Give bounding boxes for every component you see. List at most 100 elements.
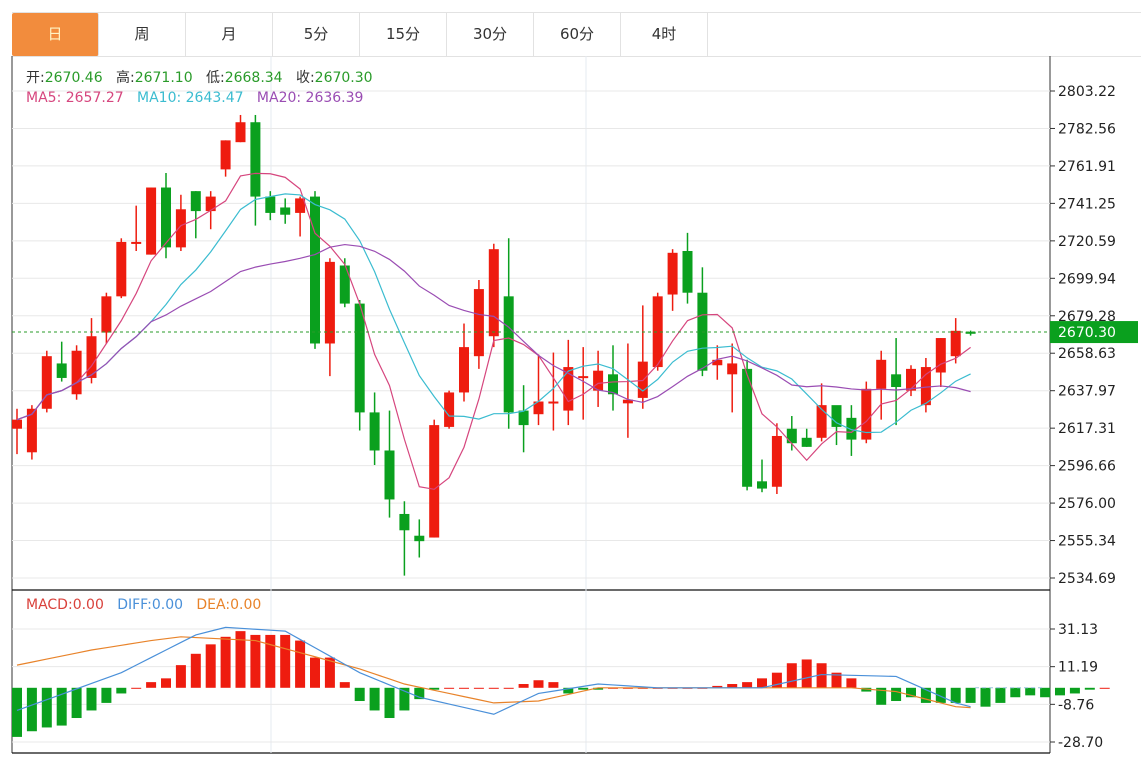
- price-axis-label: 2782.56: [1058, 121, 1116, 137]
- macd-bar: [131, 687, 142, 689]
- macd-bar: [1055, 687, 1065, 696]
- macd-bar: [459, 687, 469, 689]
- low-label: 低:: [205, 70, 225, 86]
- candle-body: [950, 330, 961, 357]
- price-axis-label: 2741.25: [1058, 196, 1116, 212]
- candle-body: [101, 296, 112, 333]
- diff-line: [16, 626, 971, 715]
- macd-bar: [816, 663, 827, 688]
- close-label: 收:: [295, 70, 315, 86]
- candle-body: [444, 392, 455, 427]
- candle-body: [727, 363, 738, 375]
- candle-body: [876, 359, 887, 389]
- candle-body: [116, 241, 127, 297]
- macd-bar: [384, 687, 395, 719]
- macd-bar: [920, 687, 931, 703]
- macd-bar: [846, 678, 857, 688]
- macd-bar: [324, 657, 335, 688]
- tab-60min[interactable]: 60分: [534, 13, 621, 56]
- candle-body: [354, 303, 365, 413]
- candle-body: [608, 374, 618, 395]
- macd-legend: MACD:0.00 DIFF:0.00 DEA:0.00: [26, 597, 261, 613]
- candle-body: [578, 376, 589, 379]
- price-axis-label: 2658.63: [1058, 346, 1116, 362]
- macd-bar: [757, 678, 767, 688]
- high-label: 高:: [115, 70, 135, 86]
- macd-bar: [310, 657, 320, 688]
- candle-body: [593, 370, 604, 391]
- macd-bar: [876, 687, 887, 705]
- macd-bar: [891, 687, 902, 702]
- tab-15min[interactable]: 15分: [360, 13, 447, 56]
- macd-bar: [1025, 687, 1036, 696]
- ma10-line: [16, 193, 971, 434]
- macd-bar: [12, 687, 22, 737]
- candle-body: [429, 425, 440, 538]
- price-axis-label: 2679.28: [1058, 309, 1116, 325]
- macd-bar: [742, 682, 753, 688]
- macd-bar: [56, 687, 67, 726]
- candle-body: [459, 347, 469, 393]
- ma5-label: MA5:: [26, 90, 62, 106]
- tab-month[interactable]: 月: [186, 13, 273, 56]
- candle-body: [518, 410, 529, 426]
- dea-line: [16, 636, 971, 709]
- price-axis-label: 2555.34: [1058, 534, 1116, 550]
- candle-body: [265, 196, 276, 213]
- price-axis-label: 2699.94: [1058, 271, 1116, 287]
- macd-bar: [488, 687, 499, 689]
- macd-bar: [295, 640, 306, 688]
- tab-day[interactable]: 日: [12, 13, 99, 56]
- macd-bar: [41, 687, 52, 728]
- macd-axis-label: -28.70: [1058, 735, 1103, 751]
- candle-body: [295, 198, 306, 213]
- ma20-line: [16, 243, 971, 421]
- candle-body: [41, 356, 52, 409]
- macd-bar: [503, 687, 514, 689]
- candle-body: [533, 401, 544, 415]
- macd-bar: [161, 678, 171, 688]
- price-axis-label: 2617.31: [1058, 421, 1116, 437]
- macd-bar: [429, 687, 440, 690]
- candle-body: [12, 419, 22, 429]
- candle-body: [146, 187, 157, 255]
- tab-5min[interactable]: 5分: [273, 13, 360, 56]
- tab-4hour[interactable]: 4时: [621, 13, 708, 56]
- candle-body: [339, 265, 350, 304]
- macd-bar: [548, 682, 559, 688]
- macd-bar: [414, 687, 425, 700]
- candle-body: [488, 249, 499, 337]
- high-value: 2671.10: [134, 70, 193, 86]
- ma20-label: MA20:: [256, 90, 302, 106]
- macd-bar: [518, 684, 529, 688]
- tab-30min[interactable]: 30分: [447, 13, 534, 56]
- price-axis-label: 2534.69: [1058, 571, 1116, 587]
- open-value: 2670.46: [44, 70, 103, 86]
- candle-body: [71, 350, 82, 395]
- ohlc-legend: 开:2670.46 高:2671.10 低:2668.34 收:2670.30: [26, 67, 373, 87]
- price-axis-label: 2596.66: [1058, 459, 1116, 475]
- macd-axis-label: -8.76: [1058, 697, 1094, 713]
- candle-body: [831, 405, 842, 427]
- open-label: 开:: [26, 70, 45, 86]
- macd-bar: [250, 634, 261, 688]
- candle-body: [235, 122, 246, 143]
- candle-body: [414, 535, 425, 542]
- macd-bar: [861, 687, 872, 692]
- macd-bar: [71, 687, 82, 719]
- macd-bar: [444, 687, 455, 689]
- tab-week[interactable]: 周: [99, 13, 186, 56]
- macd-bar: [26, 687, 37, 732]
- macd-bar: [1099, 687, 1110, 689]
- macd-bar: [369, 687, 380, 711]
- macd-bar: [354, 687, 365, 702]
- price-axis-label: 2720.59: [1058, 234, 1116, 250]
- diff-label: DIFF:: [117, 597, 152, 613]
- candle-body: [473, 289, 484, 357]
- ma10-label: MA10:: [137, 90, 182, 106]
- macd-axis-label: 11.19: [1058, 660, 1098, 676]
- macd-bar: [533, 680, 544, 688]
- dea-value: 0.00: [230, 597, 262, 613]
- candle-body: [712, 359, 723, 366]
